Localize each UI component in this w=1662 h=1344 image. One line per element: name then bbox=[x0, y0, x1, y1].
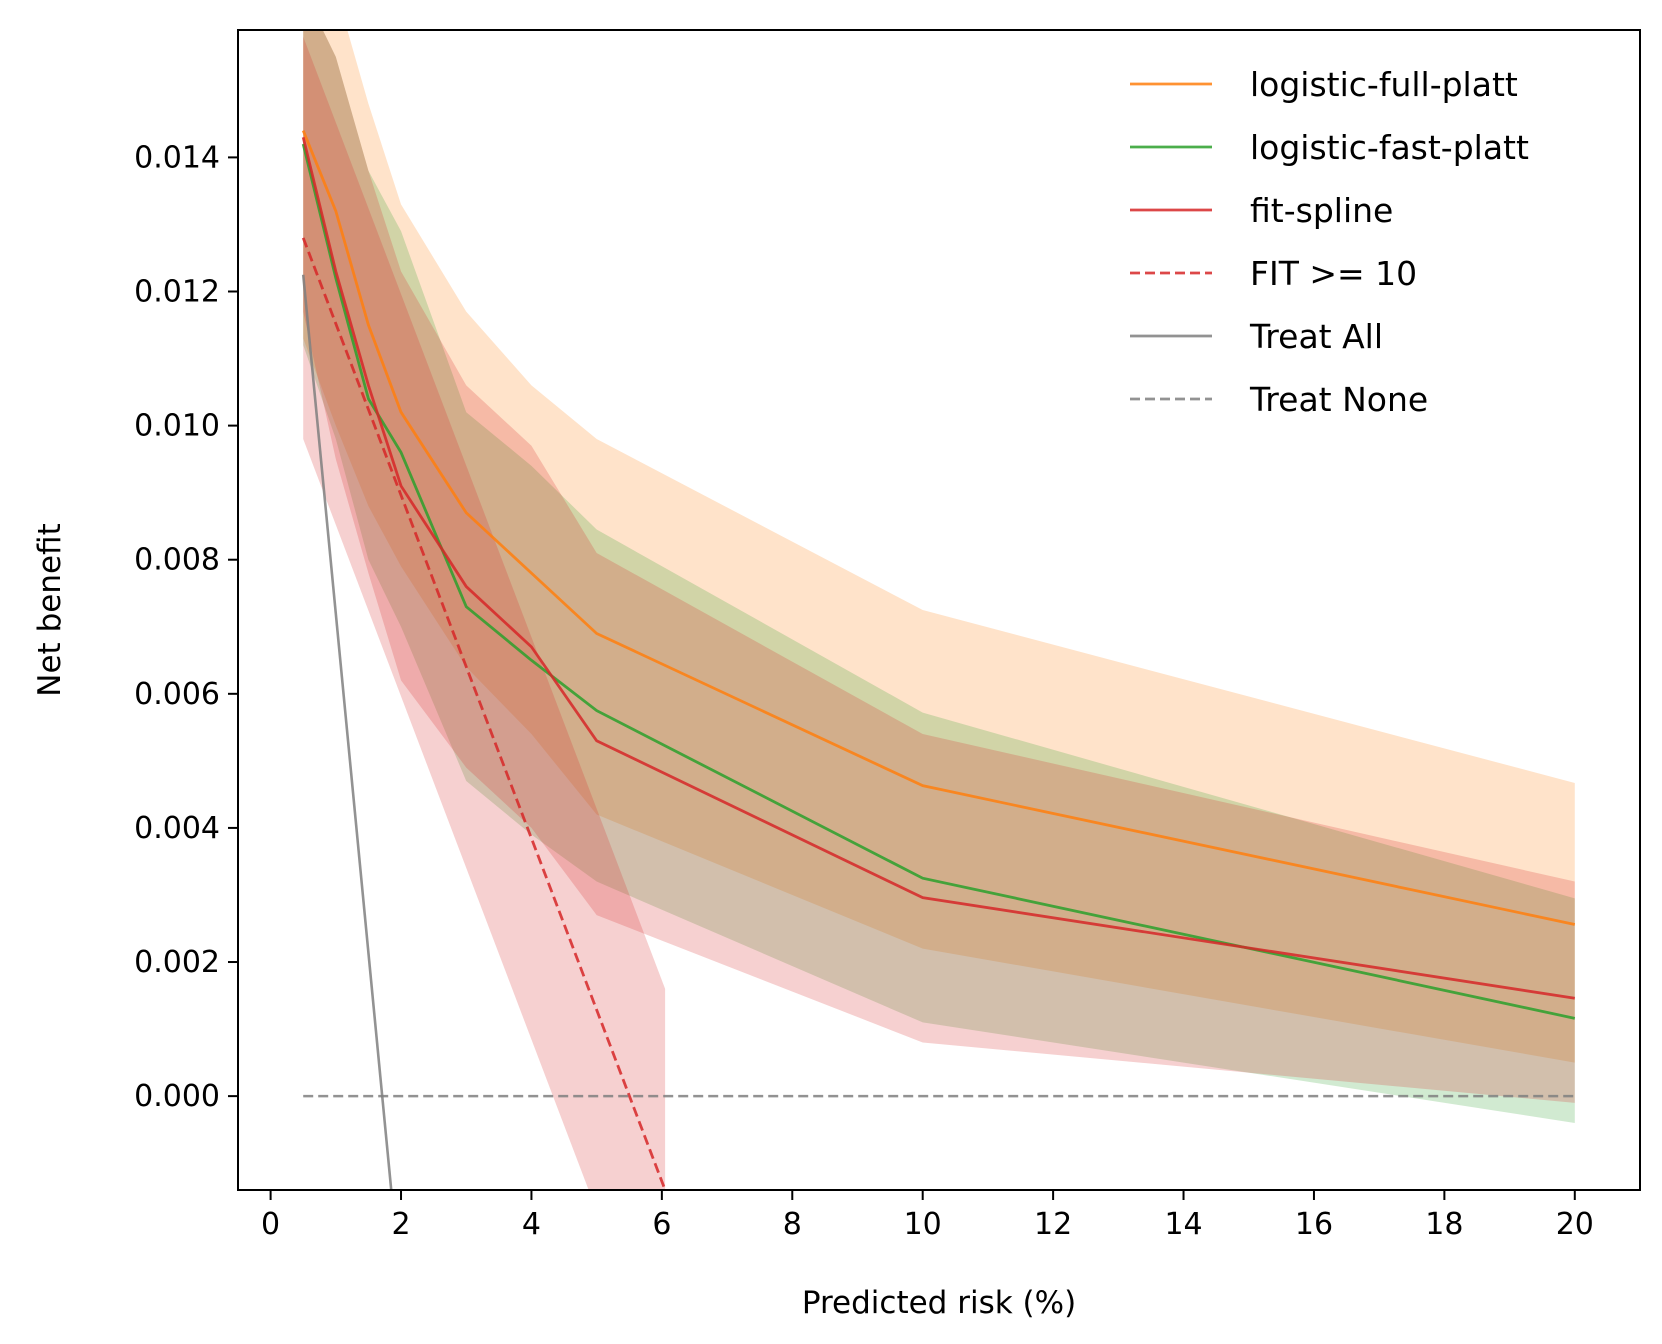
y-tick-label: 0.004 bbox=[134, 811, 220, 846]
y-tick-label: 0.010 bbox=[134, 409, 220, 444]
x-tick-label: 8 bbox=[783, 1207, 802, 1242]
y-axis-label: Net benefit bbox=[32, 523, 68, 696]
y-tick-label: 0.008 bbox=[134, 543, 220, 578]
y-tick-label: 0.006 bbox=[134, 677, 220, 712]
x-tick-label: 6 bbox=[652, 1207, 671, 1242]
x-axis-label: Predicted risk (%) bbox=[802, 1285, 1076, 1321]
y-tick-label: 0.012 bbox=[134, 275, 220, 310]
ci-band-logistic-full-platt bbox=[303, 30, 1575, 1063]
series-line-logistic-full-platt bbox=[301, 130, 1576, 926]
x-tick-label: 12 bbox=[1034, 1207, 1072, 1242]
ci-band-logistic-fast-platt bbox=[303, 30, 1575, 1123]
x-tick-label: 16 bbox=[1295, 1207, 1333, 1242]
y-tick-label: 0.002 bbox=[134, 945, 220, 980]
series-lines bbox=[301, 130, 1576, 1190]
x-tick-label: 18 bbox=[1425, 1207, 1463, 1242]
ci-band-fit-spline bbox=[303, 30, 1575, 1103]
x-tick-label: 4 bbox=[522, 1207, 541, 1242]
x-tick-label: 2 bbox=[391, 1207, 410, 1242]
legend: logistic-full-platt logistic-fast-platt fi… bbox=[1130, 65, 1529, 419]
y-tick-label: 0.000 bbox=[134, 1079, 220, 1114]
x-tick-label: 0 bbox=[261, 1207, 280, 1242]
legend-label-treat-none: Treat None bbox=[1249, 380, 1428, 419]
plot-frame bbox=[237, 29, 1641, 1191]
legend-label-fit-10: FIT >= 10 bbox=[1250, 254, 1417, 293]
y-tick-label: 0.014 bbox=[134, 140, 220, 175]
x-tick-label: 20 bbox=[1556, 1207, 1594, 1242]
series-line-fit-10 bbox=[301, 237, 667, 1190]
legend-label-treat-all: Treat All bbox=[1249, 317, 1383, 356]
legend-label-fit-spline: fit-spline bbox=[1250, 191, 1393, 230]
x-tick-label: 14 bbox=[1164, 1207, 1202, 1242]
series-line-fit-spline bbox=[301, 136, 1576, 1000]
series-line-treat-all bbox=[301, 274, 393, 1190]
series-line-logistic-fast-platt bbox=[301, 143, 1576, 1020]
x-axis-ticks: 0 2 4 6 8 10 12 14 16 18 20 bbox=[261, 1190, 1594, 1242]
y-axis-ticks: 0.000 0.002 0.004 0.006 0.008 0.010 0.012 0.014 bbox=[134, 140, 238, 1114]
legend-label-logistic-fast-platt: logistic-fast-platt bbox=[1250, 128, 1529, 167]
ci-band-fit-10 bbox=[303, 36, 666, 1190]
confidence-bands bbox=[303, 30, 1575, 1190]
x-tick-label: 10 bbox=[904, 1207, 942, 1242]
legend-label-logistic-full-platt: logistic-full-platt bbox=[1250, 65, 1518, 104]
